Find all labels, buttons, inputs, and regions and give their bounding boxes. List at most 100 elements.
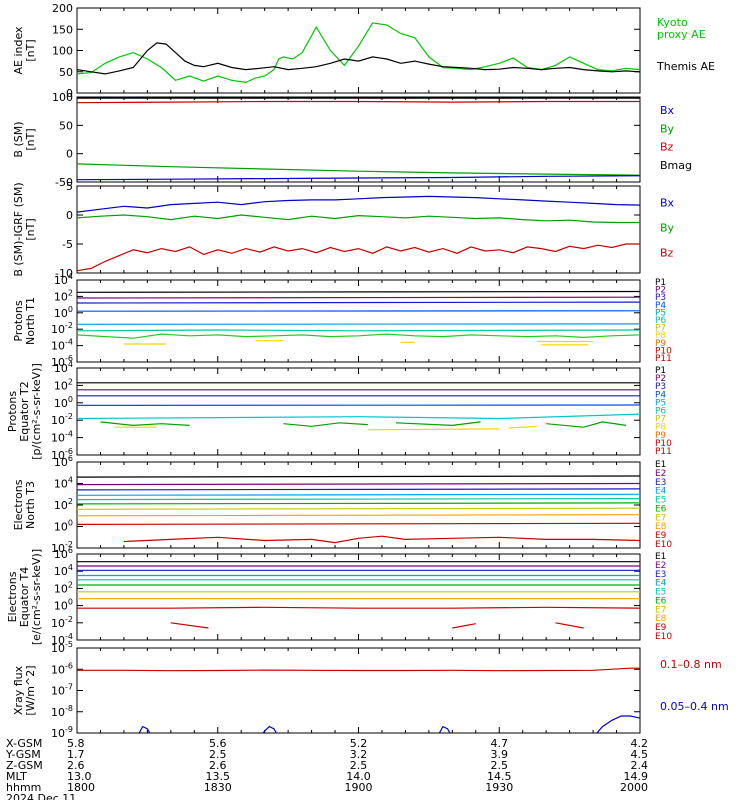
series-line — [77, 329, 640, 332]
series-line — [77, 413, 640, 420]
legend-entry: E9 — [655, 623, 667, 633]
ephemeris-value: 3.2 — [350, 748, 368, 761]
y-axis-label: B (SM)-IGRF (SM) — [12, 182, 25, 276]
legend-entry: P4 — [655, 301, 666, 311]
y-tick-label: 106 — [54, 454, 73, 469]
legend-entry: Bz — [660, 247, 674, 260]
y-tick-label: 10-2 — [51, 615, 73, 630]
legend-entry: P7 — [655, 415, 666, 425]
y-axis-label: [nT] — [24, 39, 37, 61]
ephemeris-value: 1830 — [204, 781, 232, 794]
y-tick-label: 100 — [54, 598, 73, 613]
y-tick-label: 104 — [54, 563, 73, 578]
legend-entry: E8 — [655, 522, 667, 532]
legend-entry: P11 — [655, 354, 672, 364]
y-axis-label: Equator T2 — [18, 381, 31, 441]
legend-entry: Bx — [660, 104, 675, 117]
legend-entry: Bz — [660, 141, 674, 154]
y-tick-label: 0 — [66, 87, 73, 100]
ephemeris-value: 2.5 — [209, 748, 227, 761]
y-axis-label: Electrons — [12, 479, 25, 530]
ephemeris-value: 4.2 — [631, 737, 649, 750]
legend-entry: E5 — [655, 588, 666, 598]
ephemeris-date: 2024 Dec 11 — [6, 792, 76, 800]
y-tick-label: 106 — [54, 546, 73, 561]
series-line — [367, 428, 500, 431]
y-tick-label: -50 — [55, 176, 73, 189]
ephemeris-value: 4.7 — [491, 737, 509, 750]
legend-entry: E9 — [655, 531, 667, 541]
legend-entry: P9 — [655, 339, 666, 349]
series-line — [77, 498, 640, 501]
y-tick-label: 100 — [54, 395, 73, 410]
legend-entry: By — [660, 122, 675, 135]
ephemeris-value: 1.7 — [67, 748, 85, 761]
y-tick-label: 50 — [59, 66, 73, 79]
legend-entry: P10 — [655, 439, 672, 449]
series-line — [77, 333, 640, 339]
series-line — [395, 421, 481, 427]
series-line — [77, 290, 640, 293]
y-tick-label: 10-4 — [51, 338, 73, 353]
y-tick-label: 100 — [54, 305, 73, 320]
series-line — [77, 482, 640, 486]
series-line — [77, 214, 640, 224]
y-tick-label: 0 — [66, 148, 73, 161]
y-tick-label: -5 — [62, 238, 73, 251]
ephemeris-value: 1930 — [485, 781, 513, 794]
ephemeris-label: X-GSM — [6, 737, 42, 750]
y-tick-label: 100 — [52, 91, 73, 104]
y-tick-label: 5 — [66, 180, 73, 193]
ephemeris-label: Y-GSM — [5, 748, 41, 761]
legend-entry: E4 — [655, 579, 667, 589]
y-axis-label: Protons — [6, 391, 19, 432]
legend-entry: P6 — [655, 316, 666, 326]
series-line — [77, 42, 640, 75]
legend-entry: E3 — [655, 478, 666, 488]
y-axis-label: Xray flux — [12, 665, 25, 715]
y-tick-label: 100 — [54, 519, 73, 534]
panel-frame — [76, 367, 641, 456]
series-line — [283, 422, 368, 427]
legend-entry: Bx — [660, 197, 675, 210]
legend-entry: E1 — [655, 552, 666, 562]
legend-entry: P1 — [655, 278, 666, 288]
series-line — [77, 475, 640, 478]
y-tick-label: 104 — [54, 360, 73, 375]
series-line — [77, 243, 640, 272]
legend-entry: P2 — [655, 374, 666, 384]
ephemeris-value: 2000 — [620, 781, 648, 794]
legend-entry: P8 — [655, 331, 666, 341]
legend-entry: E2 — [655, 561, 666, 571]
series-line — [77, 301, 640, 304]
legend-entry: E4 — [655, 487, 667, 497]
series-line — [508, 425, 537, 429]
legend-entry: E8 — [655, 614, 667, 624]
ephemeris-value: 1800 — [67, 781, 95, 794]
series-line — [77, 493, 640, 496]
panel-frame — [76, 96, 641, 183]
series-line — [77, 488, 640, 491]
y-axis-label: [nT] — [24, 128, 37, 150]
series-line — [123, 535, 640, 544]
y-tick-label: 10-8 — [51, 704, 73, 719]
y-tick-label: 102 — [54, 580, 73, 595]
legend-entry: P4 — [655, 390, 666, 400]
y-axis-label: [e/(cm²-s-sr-keV)] — [30, 549, 43, 645]
y-axis-label: [nT] — [24, 218, 37, 240]
y-tick-label: 150 — [52, 23, 73, 36]
legend-entry: 0.1–0.8 nm — [660, 658, 722, 671]
y-axis-label: North T1 — [24, 297, 37, 345]
ephemeris-value: 3.9 — [491, 748, 509, 761]
ephemeris-value: 5.2 — [350, 737, 368, 750]
y-tick-label: 10-7 — [51, 683, 73, 698]
panel-frame — [76, 461, 641, 549]
legend-entry: E10 — [655, 540, 672, 550]
legend-entry: Kyoto — [657, 16, 688, 29]
series-line — [170, 622, 209, 629]
